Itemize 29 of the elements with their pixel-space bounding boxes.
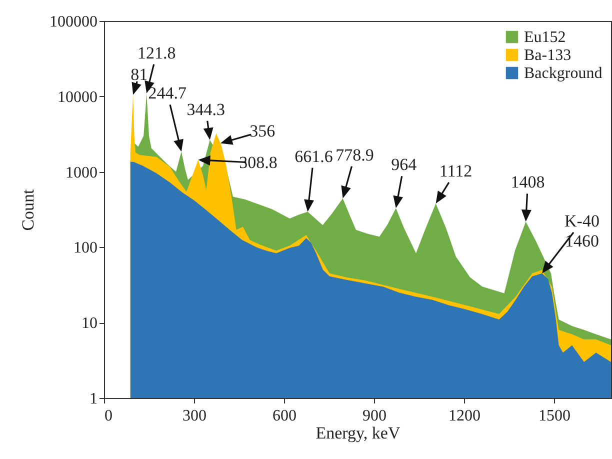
annotation: 964 (391, 155, 418, 174)
y-tick-label: 100 (74, 240, 98, 257)
annotation: 308.8 (239, 152, 278, 172)
annotation: 778.9 (336, 145, 374, 164)
x-axis-title: Energy, keV (316, 424, 401, 442)
x-tick-label: 300 (182, 408, 206, 424)
x-tick-label: 600 (272, 408, 296, 424)
y-axis-title: Count (18, 188, 38, 231)
legend-label: Eu152 (524, 29, 566, 46)
annotation: 1112 (439, 161, 472, 180)
y-tick-label: 10 (82, 315, 98, 332)
annotation: K-40 1460 (564, 211, 600, 250)
x-tick-label: 1500 (538, 408, 570, 424)
y-tick-label: 100000 (50, 14, 98, 30)
y-tick-label: 1 (90, 390, 98, 408)
x-tick-label: 900 (362, 408, 386, 424)
annotation: 661.6 (294, 146, 333, 166)
y-tick-label: 1000 (66, 164, 98, 182)
annotation: 1408 (510, 172, 545, 192)
y-tick-label: 10000 (58, 88, 98, 106)
annotation: 81 (130, 64, 148, 84)
x-tick-label: 0 (104, 408, 112, 424)
annotation: 344.3 (186, 100, 226, 119)
x-tick-label: 1200 (448, 408, 480, 424)
annotation: 244.7 (148, 84, 188, 103)
legend-label: Background (524, 65, 602, 82)
annotation: 121.8 (137, 43, 176, 62)
annotation: 356 (250, 121, 276, 140)
legend-label: Ba-133 (524, 47, 572, 64)
